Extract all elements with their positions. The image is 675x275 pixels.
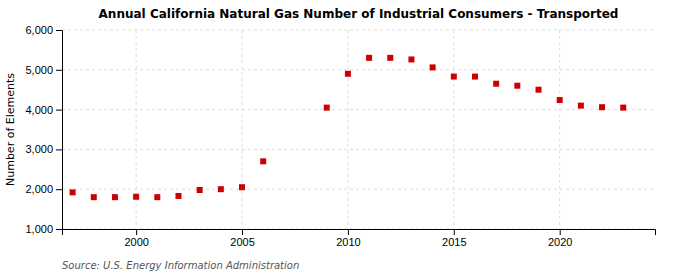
point — [112, 194, 118, 200]
x-tick-label: 2005 — [230, 236, 254, 248]
y-grid-line — [62, 109, 655, 110]
y-tick: 3,000 — [25, 143, 62, 155]
grid — [62, 30, 655, 229]
y-tick-label: 6,000 — [25, 24, 53, 36]
x-tick-label: 2015 — [442, 236, 466, 248]
point — [175, 193, 181, 199]
point — [387, 55, 393, 61]
points — [70, 55, 627, 200]
point — [514, 83, 520, 89]
y-axis-line — [56, 31, 63, 230]
point — [599, 104, 605, 110]
title: Annual California Natural Gas Number of … — [99, 7, 619, 21]
x-axis-line — [63, 230, 656, 236]
point — [472, 74, 478, 80]
point — [154, 194, 160, 200]
x-tick-mark — [136, 229, 137, 235]
y-grid-line — [62, 189, 655, 190]
y-tick-mark — [56, 229, 62, 230]
x-grid-line — [559, 30, 560, 229]
x-tick-label: 2010 — [336, 236, 360, 248]
y-tick-label: 4,000 — [25, 104, 53, 116]
x-tick: 2005 — [230, 229, 254, 248]
y-tick-mark — [56, 110, 62, 111]
x-tick-mark — [454, 229, 455, 235]
x-tick: 2000 — [124, 229, 148, 248]
y-tick-label: 2,000 — [25, 183, 53, 195]
point — [451, 74, 457, 80]
y-grid-line — [62, 69, 655, 70]
y-tick-label: 3,000 — [25, 143, 53, 155]
point — [70, 189, 76, 195]
y-tick: 2,000 — [25, 183, 62, 195]
y-tick-mark — [56, 30, 62, 31]
x-tick: 2010 — [336, 229, 360, 248]
point — [324, 105, 330, 111]
y-grid-line — [62, 149, 655, 150]
y-axis-label: Number of Elements — [4, 73, 17, 186]
x-tick-label: 2020 — [548, 236, 572, 248]
y-tick: 5,000 — [25, 64, 62, 76]
y-tick: 6,000 — [25, 24, 62, 36]
point — [366, 55, 372, 61]
x-tick-mark — [242, 229, 243, 235]
x-grid-line — [242, 30, 243, 229]
point — [620, 105, 626, 111]
y-tick: 1,000 — [25, 223, 62, 235]
point — [430, 64, 436, 70]
point — [493, 81, 499, 87]
point — [536, 87, 542, 93]
point — [260, 158, 266, 164]
point — [91, 194, 97, 200]
y-tick-mark — [56, 189, 62, 190]
y-grid-line — [62, 30, 655, 31]
point — [408, 56, 414, 62]
y-tick-label: 5,000 — [25, 64, 53, 76]
x-grid-line — [453, 30, 454, 229]
y-tick-mark — [56, 70, 62, 71]
chart-svg: 2000 2005 2010 2015 2020 1,000 2,000 3,000 4,000… — [0, 0, 675, 275]
source: Source: U.S. Energy Information Administ… — [62, 260, 299, 271]
x-tick-mark — [560, 229, 561, 235]
y-tick-label: 1,000 — [25, 223, 53, 235]
x-axis: 2000 2005 2010 2015 2020 — [63, 229, 656, 248]
point — [133, 194, 139, 200]
y-tick-mark — [56, 149, 62, 150]
point — [578, 103, 584, 109]
x-tick-label: 2000 — [124, 236, 148, 248]
x-tick: 2020 — [548, 229, 572, 248]
x-tick-mark — [348, 229, 349, 235]
point — [218, 186, 224, 192]
point — [197, 187, 203, 193]
y-axis: 1,000 2,000 3,000 4,000 5,000 6,000 — [25, 24, 62, 235]
x-grid-line — [347, 30, 348, 229]
point — [345, 71, 351, 77]
x-tick: 2015 — [442, 229, 466, 248]
point — [239, 184, 245, 190]
y-tick: 4,000 — [25, 104, 62, 116]
point — [557, 97, 563, 103]
plot-area: 2000 2005 2010 2015 2020 1,000 2,000 3,000 4,000… — [25, 24, 655, 248]
